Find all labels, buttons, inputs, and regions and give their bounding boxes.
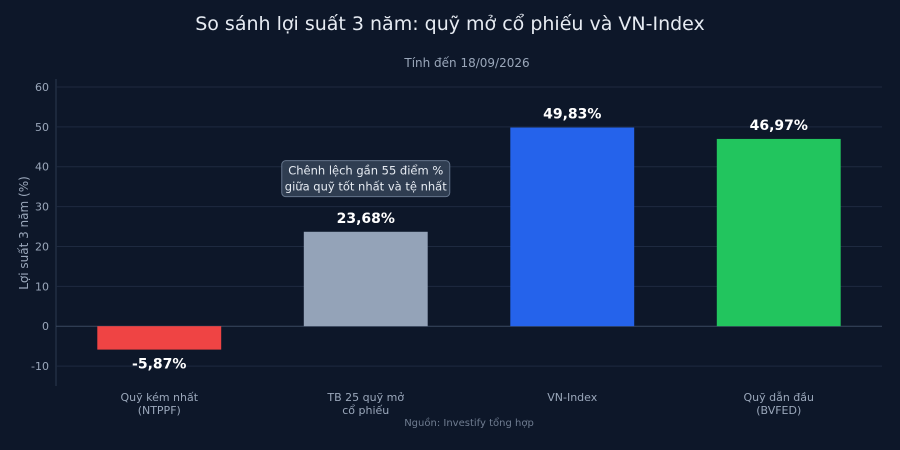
bar	[97, 326, 222, 350]
y-axis-label: Lợi suất 3 năm (%)	[17, 176, 31, 290]
y-tick-label: 40	[35, 161, 49, 174]
annotation: Chênh lệch gần 55 điểm % giữa quỹ tốt nhấ…	[281, 160, 451, 198]
y-tick-label: 30	[35, 201, 49, 214]
value-label: 49,83%	[543, 107, 601, 123]
bar	[510, 127, 635, 327]
x-tick-label: Quỹ dẫn đầu (BVFED)	[743, 391, 814, 417]
chart-title: So sánh lợi suất 3 năm: quỹ mở cổ phiếu …	[195, 13, 705, 35]
x-tick-label: Quỹ kém nhất (NTPPF)	[120, 391, 198, 417]
source-note: Nguồn: Investify tổng hợp	[404, 416, 534, 429]
annotation-text: Chênh lệch gần 55 điểm %	[288, 164, 443, 178]
bars	[97, 127, 841, 350]
y-tick-label: 50	[35, 121, 49, 134]
value-label: -5,87%	[132, 357, 186, 373]
y-tick-label: -10	[31, 360, 49, 373]
value-label: 23,68%	[337, 211, 395, 227]
x-tick-labels: Quỹ kém nhất (NTPPF) TB 25 quỹ mở cổ phiếu V…	[120, 391, 814, 417]
x-tick-label: VN-Index	[547, 391, 597, 404]
chart-subtitle: Tính đến 18/09/2026	[403, 56, 529, 70]
value-label: 46,97%	[750, 118, 808, 134]
value-labels: -5,87% 23,68% 49,83% 46,97%	[132, 107, 808, 373]
bar	[716, 138, 841, 327]
y-tick-labels: -10 0 10 20 30 40 50 60	[31, 81, 49, 373]
bar	[303, 231, 428, 327]
y-tick-label: 60	[35, 81, 49, 94]
y-tick-label: 0	[42, 320, 49, 333]
annotation-box	[281, 160, 451, 198]
annotation-text: giữa quỹ tốt nhất và tệ nhất	[285, 180, 447, 194]
x-tick-label: TB 25 quỹ mở cổ phiếu	[326, 391, 404, 417]
y-tick-label: 20	[35, 240, 49, 253]
y-tick-label: 10	[35, 280, 49, 293]
